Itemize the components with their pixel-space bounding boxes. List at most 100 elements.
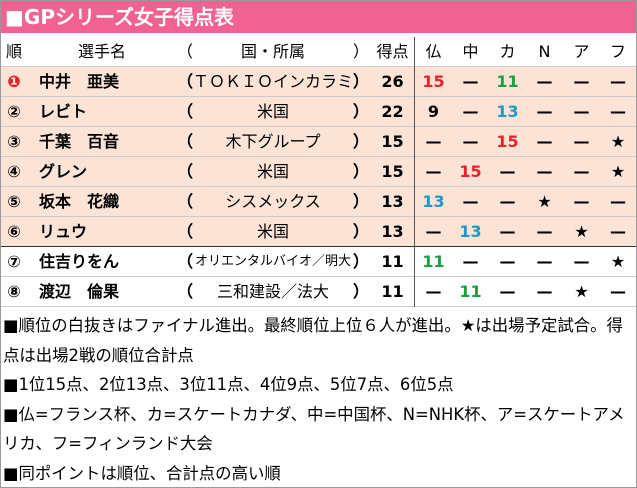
event: 13 (459, 222, 482, 241)
rank: ④ (7, 162, 21, 181)
event: ★ (574, 282, 589, 301)
event: — (425, 222, 442, 241)
event: — (499, 222, 516, 241)
score: 15 (381, 162, 404, 181)
score: 22 (381, 102, 404, 121)
event: カ (499, 42, 516, 61)
header-row: 順 選手名 （ 国・所属 ） 得点仏 中 カ N アフ (1, 37, 636, 67)
event: — (573, 252, 590, 271)
event: — (425, 132, 442, 151)
paren: （ (177, 252, 193, 271)
rank: ③ (7, 132, 21, 151)
note: ■順位の白抜きはファイナル進出。最終順位上位６人が進出。★は出場予定試合。得点は… (3, 316, 623, 365)
event: — (425, 282, 442, 301)
event: — (610, 282, 626, 301)
event: 9 (427, 102, 440, 121)
event: 中 (462, 42, 479, 61)
player-row: ⑦ 住吉りをん （オリエンタルバイオ／明大） 11 11 — — — — ★ (1, 247, 636, 277)
event: — (462, 192, 479, 211)
player-row: ⑥ リュウ （ 米国 ） 13 — 13 — — ★ — (1, 217, 636, 247)
affiliation: オリエンタルバイオ／明大 (194, 254, 351, 269)
rank: ⑦ (7, 252, 21, 271)
affiliation: 米国 (256, 102, 289, 121)
event: — (573, 102, 590, 121)
player-row: ② レビト （ 米国 ） 22 9 — 13 — — — (1, 97, 636, 127)
paren: （ (177, 132, 193, 151)
player-row: ③ 千葉 百音 （ 木下グループ ） 15 — — 15 — — ★ (1, 127, 636, 157)
event: — (462, 102, 479, 121)
paren: （ (177, 282, 193, 301)
event: 仏 (425, 42, 442, 61)
event: — (610, 222, 626, 241)
event: ア (573, 42, 590, 61)
paren: ） (353, 162, 369, 181)
affiliation: 木下グループ (225, 132, 321, 151)
rank: ⑧ (7, 282, 21, 301)
event: ★ (537, 192, 552, 211)
rank: ❶ (7, 72, 21, 91)
player-name: 坂本 花織 (39, 192, 120, 211)
event: 15 (459, 162, 482, 181)
event: — (573, 72, 590, 91)
note: ■1位15点、2位13点、3位11点、4位9点、5位7点、6位5点 (3, 375, 454, 394)
score: 得点 (376, 42, 409, 61)
rank: 順 (5, 42, 22, 61)
player-row: ④ グレン （ 米国 ） 15 — 15 — — — ★ (1, 157, 636, 187)
event: 11 (496, 72, 519, 91)
affiliation: 三和建設／法大 (216, 282, 329, 301)
event: — (610, 192, 626, 211)
player-name: 渡辺 倫果 (39, 282, 120, 301)
rank: ⑤ (7, 192, 21, 211)
event: — (536, 132, 553, 151)
event: — (536, 252, 553, 271)
paren: ） (353, 72, 369, 91)
event: 13 (496, 102, 519, 121)
score: 26 (381, 72, 404, 91)
event: — (536, 282, 553, 301)
event: 11 (422, 252, 445, 271)
player-name: グレン (39, 162, 88, 181)
title: ■GPシリーズ女子得点表 (1, 1, 636, 33)
event: 11 (459, 282, 482, 301)
event: — (462, 252, 479, 271)
event: — (536, 162, 553, 181)
event: フ (609, 42, 626, 61)
paren: （ (177, 162, 193, 181)
event: — (610, 102, 626, 121)
player-name: 住吉りをん (39, 252, 120, 271)
event: — (536, 72, 553, 91)
event: ★ (574, 222, 589, 241)
score: 11 (381, 252, 404, 271)
player-name: 千葉 百音 (39, 132, 120, 151)
paren: ） (353, 102, 369, 121)
paren: （ (177, 102, 193, 121)
event: — (536, 102, 553, 121)
event: — (499, 162, 516, 181)
affiliation: 米国 (256, 222, 289, 241)
paren: （ (177, 42, 193, 61)
player-row: ❶ 中井 亜美 （ＴＯＫＩＯインカラミ） 26 15 — 11 — — — (1, 67, 636, 97)
affiliation: 国・所属 (240, 42, 305, 61)
player-row: ⑤ 坂本 花織 （ シスメックス ） 13 13 — — ★ — — (1, 187, 636, 217)
event: — (499, 282, 516, 301)
event: ★ (610, 162, 626, 181)
event: — (536, 222, 553, 241)
divider (414, 37, 415, 307)
paren: （ (177, 222, 193, 241)
event: 15 (496, 132, 519, 151)
event: — (573, 162, 590, 181)
paren: ） (353, 282, 369, 301)
event: — (462, 72, 479, 91)
note: ■仏=フランス杯、カ=スケートカナダ、中=中国杯、N=NHK杯、ア=スケートアメ… (3, 404, 625, 454)
player-name: リュウ (39, 222, 88, 241)
player-name: 中井 亜美 (39, 72, 120, 91)
event: — (462, 132, 479, 151)
paren: ） (353, 252, 369, 271)
event: ★ (610, 252, 626, 271)
event: ★ (610, 132, 626, 151)
score: 13 (381, 222, 404, 241)
event: N (538, 42, 551, 61)
paren: ） (353, 222, 369, 241)
event: — (425, 162, 442, 181)
